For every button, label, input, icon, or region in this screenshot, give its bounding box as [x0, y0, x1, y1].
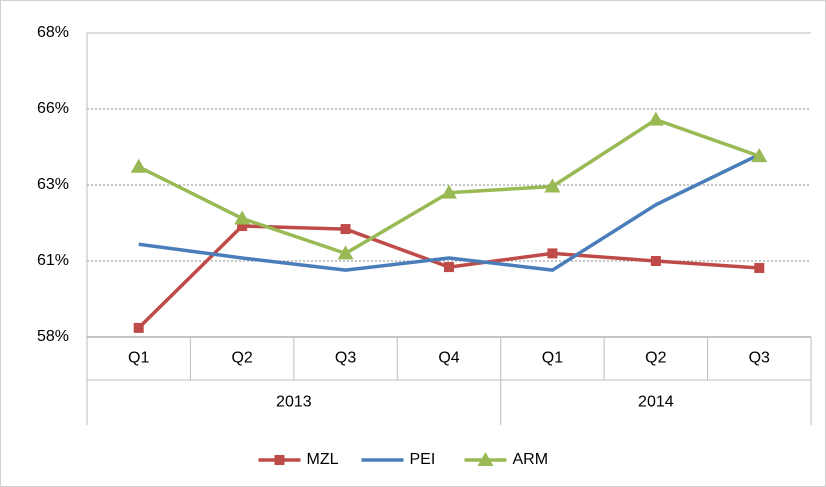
marker — [340, 224, 351, 235]
marker — [650, 256, 661, 266]
y-tick-label: 61% — [37, 252, 69, 269]
marker — [130, 158, 147, 173]
x-tick-label: Q3 — [749, 350, 770, 367]
group-label: 2013 — [276, 394, 312, 411]
legend-marker — [477, 452, 494, 466]
y-tick-label: 63% — [37, 176, 69, 193]
x-tick-label: Q1 — [542, 350, 563, 367]
y-tick-label: 58% — [37, 328, 69, 345]
marker — [337, 245, 354, 260]
marker — [234, 210, 251, 225]
marker — [544, 178, 561, 193]
x-tick-label: Q2 — [645, 350, 666, 367]
group-label: 2014 — [638, 394, 674, 411]
marker — [754, 262, 765, 273]
x-tick-label: Q3 — [335, 350, 356, 367]
series-line — [138, 153, 761, 272]
legend-label: MZL — [307, 451, 339, 468]
marker — [441, 184, 457, 199]
x-tick-label: Q2 — [231, 350, 252, 367]
marker — [647, 111, 664, 126]
y-tick-label: 66% — [37, 100, 69, 117]
legend-label: ARM — [513, 451, 549, 468]
legend-label: PEI — [410, 451, 436, 468]
y-tick-label: 68% — [37, 24, 69, 41]
x-tick-label: Q1 — [128, 350, 149, 367]
marker — [751, 148, 768, 163]
marker — [237, 221, 248, 232]
marker — [547, 248, 558, 259]
marker — [444, 262, 454, 273]
legend-marker — [274, 455, 285, 465]
marker — [133, 322, 144, 333]
x-tick-label: Q4 — [438, 350, 459, 367]
